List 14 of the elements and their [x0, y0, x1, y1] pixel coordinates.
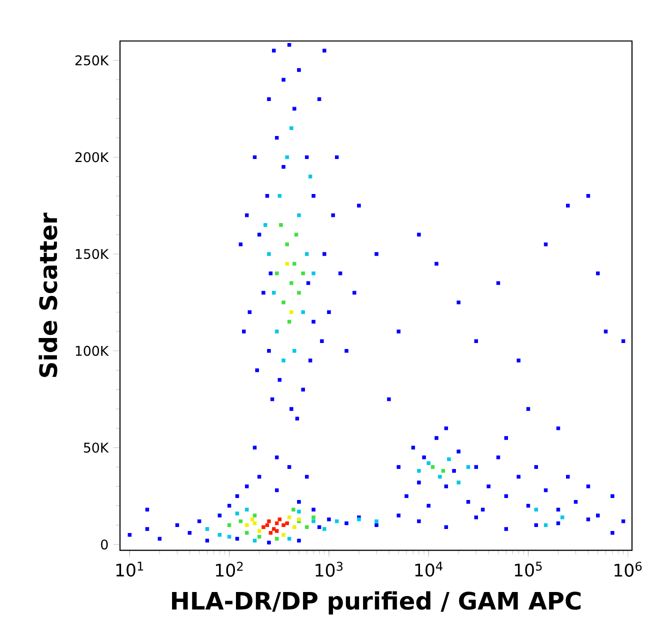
y-tick-label: 100K	[76, 346, 109, 356]
x-tick-label: 10$^{2}$	[216, 562, 243, 577]
x-tick-label: 10$^{5}$	[514, 562, 542, 577]
y-tick-label: 200K	[75, 152, 109, 162]
y-tick-label: 0	[101, 539, 108, 550]
x-tick-label: 10$^{6}$	[614, 562, 642, 577]
x-tick-label: 10$^{3}$	[316, 562, 343, 577]
x-tick-label: 10$^{4}$	[415, 562, 442, 577]
y-axis-title: Side Scatter	[38, 212, 58, 377]
y-tick-label: 150K	[76, 248, 109, 260]
x-axis-title: HLA-DR/DP purified / GAM APC	[172, 591, 581, 614]
y-tick-label: 50K	[84, 442, 109, 453]
x-tick-label: 10$^{1}$	[116, 562, 144, 577]
y-tick-label: 250K	[75, 55, 109, 66]
